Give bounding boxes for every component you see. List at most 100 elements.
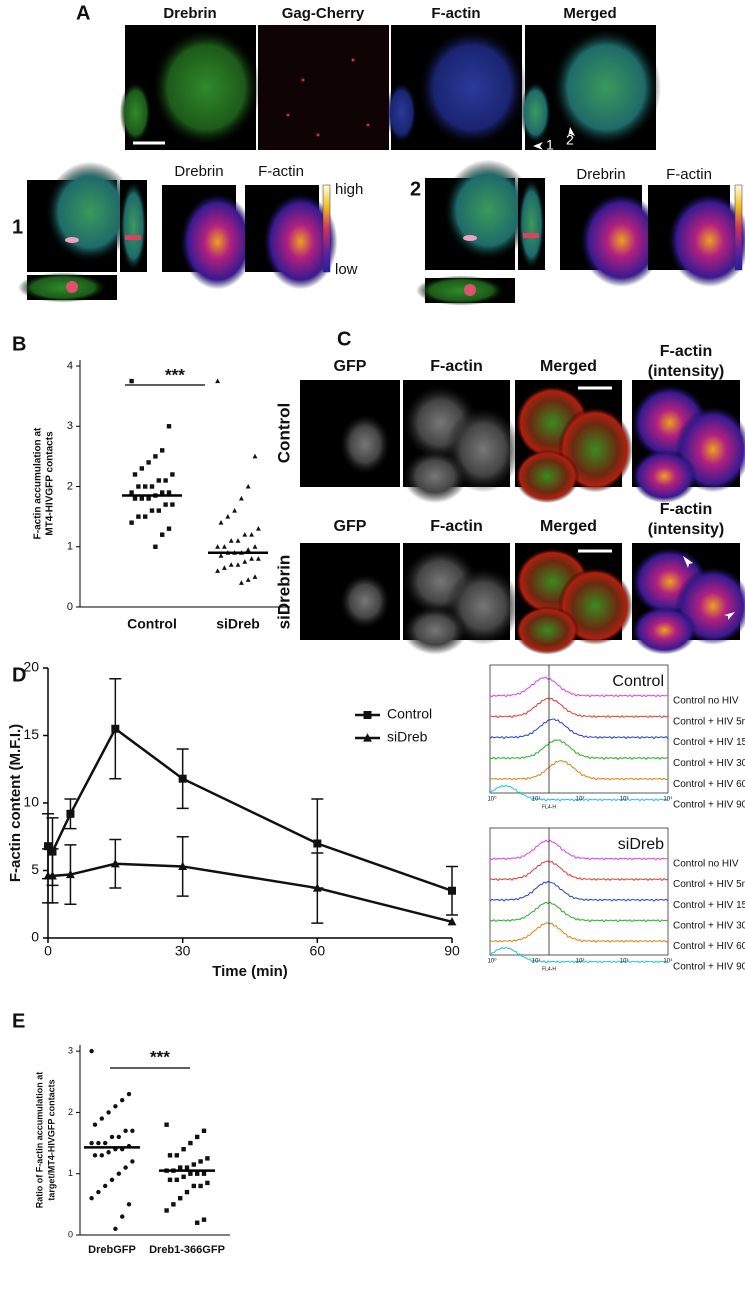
data-point: [92, 1122, 98, 1127]
data-point: [198, 1159, 203, 1164]
data-point: [89, 1048, 94, 1054]
colorbar-label: low: [335, 261, 358, 278]
column-title: GFP: [334, 518, 367, 535]
x-tick-label: 10⁴: [663, 958, 673, 965]
data-point: [447, 917, 457, 926]
inset-title: Drebrin: [576, 166, 625, 183]
data-point: [178, 1196, 183, 1201]
arrowhead: [683, 556, 693, 568]
cell: [180, 193, 255, 290]
histogram-trace: [489, 946, 669, 964]
data-point: [255, 556, 261, 561]
legend-label: Control no HIV: [673, 859, 739, 870]
legend-label: Control + HIV 5m: [673, 716, 745, 727]
data-point: [221, 565, 227, 570]
panel-label: B: [12, 333, 26, 355]
data-point: [363, 733, 372, 742]
cell: [385, 81, 418, 144]
data-point: [126, 1091, 132, 1097]
data-point: [163, 502, 168, 507]
colorbar: [322, 184, 331, 273]
cell: [417, 27, 528, 148]
data-point: [66, 869, 75, 879]
y-tick-label: 20: [23, 659, 39, 675]
x-tick-label: 0: [44, 943, 52, 959]
data-point: [96, 1189, 101, 1195]
data-point: [205, 1156, 210, 1161]
data-point: [249, 556, 255, 561]
x-axis-label: FL4-H: [542, 966, 556, 972]
data-point: [136, 514, 141, 519]
data-point: [120, 1097, 125, 1103]
spot: [316, 133, 320, 137]
data-point: [215, 568, 221, 573]
x-axis-label: Time (min): [212, 963, 288, 980]
data-point: [139, 496, 144, 501]
data-point: [113, 1226, 118, 1232]
data-point: [191, 1162, 196, 1167]
data-point: [113, 1104, 118, 1109]
data-point: [245, 483, 251, 489]
legend-label: Control + HIV 60m: [673, 941, 745, 952]
data-point: [215, 544, 221, 549]
data-point: [205, 1180, 210, 1186]
data-point: [89, 1196, 94, 1201]
data-point: [238, 580, 244, 585]
row-label: siDrebrin: [274, 555, 293, 630]
significance: ***: [150, 1047, 170, 1066]
data-point: [238, 495, 244, 501]
x-tick-label: 10³: [620, 797, 629, 803]
channel-title: Drebrin: [163, 5, 216, 22]
data-point: [166, 424, 172, 429]
data-point: [103, 1183, 108, 1189]
y-tick-label: 0: [68, 1229, 73, 1239]
data-point: [44, 842, 52, 851]
column-title: F-actin: [430, 518, 482, 535]
legend-label: Control + HIV 30m: [673, 758, 745, 769]
data-point: [103, 1140, 108, 1146]
histogram-trace: [489, 697, 669, 719]
column-title: GFP: [334, 358, 367, 375]
data-point: [143, 484, 148, 489]
cell: [515, 449, 580, 504]
data-point: [188, 1140, 193, 1146]
data-point: [123, 1128, 128, 1134]
data-point: [195, 1171, 200, 1176]
data-point: [448, 886, 456, 895]
inset-label: 2: [410, 178, 421, 200]
column-title: F-actin: [430, 358, 482, 375]
data-point: [255, 526, 261, 531]
data-point: [201, 1171, 207, 1176]
cell: [519, 81, 552, 144]
significance: ***: [165, 365, 185, 384]
cell: [632, 449, 697, 504]
x-tick-label: 90: [444, 943, 460, 959]
data-point: [363, 711, 372, 719]
legend-label: Control no HIV: [673, 696, 739, 707]
channel-title: Gag-Cherry: [282, 5, 365, 22]
x-tick-label: 10²: [576, 797, 585, 803]
y-tick-label: 4: [67, 360, 73, 372]
contact-spot: [523, 233, 539, 238]
histogram-trace: [489, 760, 669, 781]
legend-label: siDreb: [387, 729, 428, 745]
y-tick-label: 5: [31, 861, 39, 877]
contact-spot: [463, 235, 477, 241]
cell: [515, 606, 580, 655]
x-tick-label: Dreb1-366GFP: [149, 1244, 225, 1256]
data-point: [218, 520, 224, 525]
data-point: [252, 574, 258, 579]
data-point: [129, 520, 134, 525]
y-tick-label: 1: [67, 541, 73, 553]
data-point: [153, 454, 158, 459]
data-point: [89, 1140, 94, 1146]
spot: [286, 113, 290, 117]
data-point: [167, 1153, 173, 1158]
histogram-trace: [489, 880, 669, 902]
panel-title: Control: [612, 673, 664, 690]
arrow-label: 1: [546, 137, 554, 153]
histogram-trace: [489, 718, 669, 740]
column-title: Merged: [540, 518, 597, 535]
data-point: [245, 577, 251, 582]
data-point: [313, 839, 322, 848]
